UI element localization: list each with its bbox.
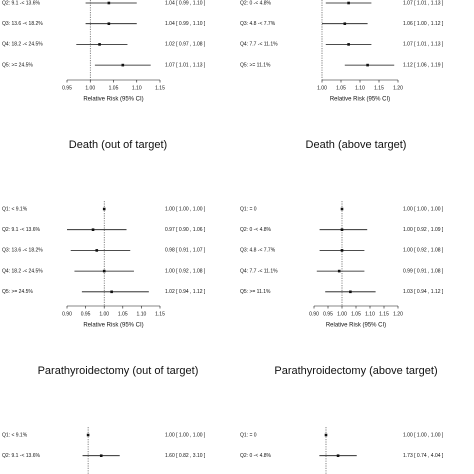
point	[340, 207, 344, 211]
row-label: Q2: 0 -< 4.8%	[240, 0, 272, 6]
point	[340, 228, 344, 231]
row-label: Q5: >= 11.1%	[240, 289, 271, 295]
row-label: Q2: 0 -< 4.8%	[240, 453, 272, 459]
point	[110, 290, 113, 294]
row-label: Q2: 9.1 -< 13.6%	[2, 227, 40, 233]
point	[337, 269, 341, 273]
row-label: Q1: = 0	[240, 432, 257, 438]
row-label: Q1: < 9.1%	[2, 206, 28, 212]
row-label: Q4: 7.7 -< 11.1%	[240, 42, 278, 48]
x-tick-label: 1.05	[118, 311, 128, 317]
point	[102, 207, 106, 211]
value-label: 1.00 [ 1.00 , 1.00 ]	[165, 432, 206, 438]
x-tick-label: 1.05	[336, 85, 346, 91]
x-tick-label: 1.10	[365, 311, 375, 317]
value-label: 1.00 [ 1.00 , 1.00 ]	[403, 432, 444, 438]
value-label: 1.00 [ 0.92 , 1.08 ]	[165, 268, 206, 274]
row-label: Q5: >= 24.5%	[2, 289, 33, 295]
x-tick-label: 0.90	[62, 311, 72, 317]
panel-title: Parathyroidectomy (out of target)	[38, 365, 199, 377]
row-label: Q4: 18.2 -< 24.5%	[2, 42, 43, 48]
point	[366, 63, 369, 67]
value-label: 1.00 [ 0.92 , 1.09 ]	[403, 227, 444, 233]
panel-title: Death (above target)	[306, 139, 407, 151]
point	[95, 249, 99, 252]
row-label: Q3: 13.6 -< 18.2%	[2, 248, 43, 254]
point	[98, 43, 101, 46]
point	[86, 433, 90, 437]
x-tick-label: 0.95	[323, 311, 333, 317]
value-label: 1.07 [ 1.01 , 1.13 ]	[403, 0, 444, 6]
point	[107, 1, 111, 5]
x-tick-label: 1.10	[137, 311, 147, 317]
row-label: Q2: 9.1 -< 13.6%	[2, 0, 40, 6]
value-label: 1.00 [ 0.92 , 1.08 ]	[403, 248, 444, 254]
point	[340, 249, 344, 252]
x-tick-label: 1.00	[337, 311, 347, 317]
row-label: Q5: >= 11.1%	[240, 62, 271, 68]
value-label: 1.02 [ 0.97 , 1.08 ]	[165, 42, 206, 48]
x-axis-label: Relative Risk (95% CI)	[83, 323, 143, 329]
row-label: Q4: 18.2 -< 24.5%	[2, 268, 43, 274]
x-tick-label: 1.10	[132, 85, 142, 91]
value-label: 0.97 [ 0.90 , 1.06 ]	[165, 227, 206, 233]
x-tick-label: 1.05	[351, 311, 361, 317]
value-label: 1.00 [ 1.00 , 1.00 ]	[165, 206, 206, 212]
point	[336, 454, 340, 457]
x-tick-label: 1.00	[85, 85, 95, 91]
value-label: 0.98 [ 0.91 , 1.07 ]	[165, 248, 206, 254]
value-label: 1.04 [ 0.99 , 1.10 ]	[165, 0, 206, 6]
point	[107, 22, 111, 25]
row-label: Q1: < 9.1%	[2, 432, 28, 438]
row-label: Q2: 9.1 -< 13.6%	[2, 453, 40, 459]
row-label: Q2: 0 -< 4.8%	[240, 227, 272, 233]
x-tick-label: 1.10	[355, 85, 365, 91]
point	[91, 228, 95, 231]
value-label: 1.07 [ 1.01 , 1.13 ]	[403, 42, 444, 48]
x-tick-label: 1.20	[393, 311, 403, 317]
row-label: Q3: 4.8 -< 7.7%	[240, 248, 276, 254]
x-tick-label: 0.95	[81, 311, 91, 317]
value-label: 1.02 [ 0.94 , 1.12 ]	[165, 289, 206, 295]
x-tick-label: 1.05	[109, 85, 119, 91]
x-tick-label: 0.90	[309, 311, 319, 317]
value-label: 1.60 [ 0.82 , 3.10 ]	[165, 453, 206, 459]
x-tick-label: 1.15	[374, 85, 384, 91]
point	[324, 433, 328, 437]
value-label: 1.73 [ 0.74 , 4.04 ]	[403, 453, 444, 459]
panel-title: Parathyroidectomy (above target)	[274, 365, 437, 377]
point	[99, 454, 103, 457]
x-tick-label: 0.95	[62, 85, 72, 91]
x-tick-label: 1.15	[379, 311, 389, 317]
value-label: 1.07 [ 1.01 , 1.13 ]	[165, 62, 206, 68]
x-tick-label: 1.15	[155, 311, 165, 317]
x-tick-label: 1.20	[393, 85, 403, 91]
x-axis-label: Relative Risk (95% CI)	[330, 97, 390, 103]
panel-title: Death (out of target)	[69, 139, 167, 151]
x-tick-label: 1.00	[317, 85, 327, 91]
point	[343, 22, 347, 25]
x-axis-label: Relative Risk (95% CI)	[326, 323, 386, 329]
value-label: 1.06 [ 1.00 , 1.12 ]	[403, 21, 444, 27]
point	[121, 63, 125, 67]
value-label: 0.99 [ 0.91 , 1.08 ]	[403, 268, 444, 274]
value-label: 1.00 [ 1.00 , 1.00 ]	[403, 206, 444, 212]
row-label: Q3: 13.6 -< 18.2%	[2, 21, 43, 27]
point	[102, 269, 106, 273]
value-label: 1.04 [ 0.99 , 1.10 ]	[165, 21, 206, 27]
value-label: 1.03 [ 0.94 , 1.12 ]	[403, 289, 444, 295]
point	[347, 1, 350, 5]
row-label: Q3: 4.8 -< 7.7%	[240, 21, 276, 27]
x-tick-label: 1.00	[99, 311, 109, 317]
x-tick-label: 1.15	[155, 85, 165, 91]
value-label: 1.12 [ 1.06 , 1.19 ]	[403, 62, 444, 68]
point	[349, 290, 352, 294]
row-label: Q5: >= 24.5%	[2, 62, 33, 68]
row-label: Q1: = 0	[240, 206, 257, 212]
point	[347, 43, 350, 46]
row-label: Q4: 7.7 -< 11.1%	[240, 268, 278, 274]
x-axis-label: Relative Risk (95% CI)	[83, 97, 143, 103]
